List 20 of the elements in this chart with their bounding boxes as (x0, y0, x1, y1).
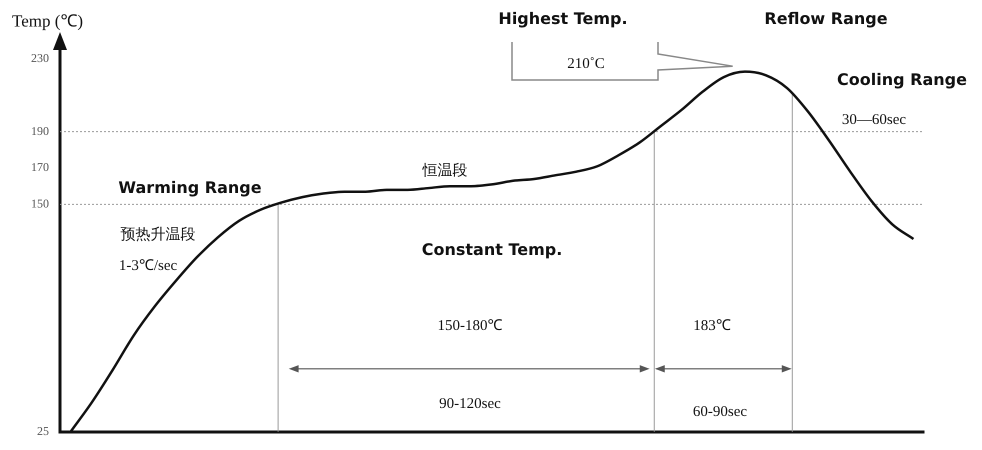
annotation: 183℃ (693, 318, 731, 334)
annotation: 1-3℃/sec (118, 258, 178, 274)
y-tick-label: 190 (31, 124, 49, 138)
y-tick-label: 150 (31, 196, 49, 211)
annotation: 恒温段 (422, 162, 468, 179)
annotation: Cooling Range (837, 70, 968, 90)
text: Highest Temp. (498, 9, 628, 28)
y-axis-title: Temp (℃) (12, 11, 84, 30)
annotation: 30—60sec (842, 112, 906, 128)
annotation: Warming Range (118, 178, 262, 198)
text: Reflow Range (764, 9, 888, 28)
y-tick-label: 230 (31, 51, 49, 66)
annotation: 150-180℃ (438, 318, 502, 334)
y-tick-label: 25 (37, 424, 49, 438)
y-tick-label: 170 (31, 160, 49, 174)
annotation: 210˚C (567, 56, 605, 72)
annotation: 60-90sec (692, 404, 748, 420)
annotation: 90-120sec (439, 396, 502, 412)
annotation: Constant Temp. (422, 240, 562, 260)
annotation: 预热升温段 (120, 226, 196, 243)
